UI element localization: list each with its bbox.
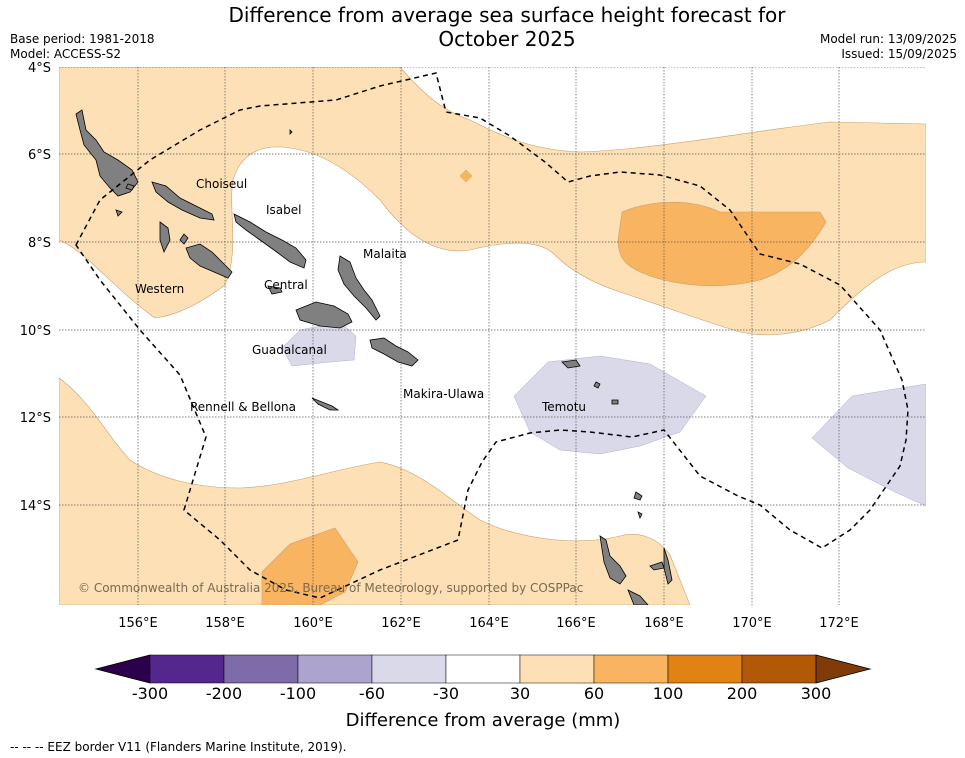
province-label-central: Central [264, 278, 308, 292]
lon-label: 172°E [819, 616, 859, 631]
island-vella-lavella [159, 221, 171, 254]
anomaly-region-north-light-orange [59, 67, 926, 336]
province-label-isabel: Isabel [266, 203, 301, 217]
colorbar-bin [741, 654, 817, 684]
colorbar-tick-label: -300 [132, 684, 168, 703]
province-label-choiseul: Choiseul [196, 177, 247, 191]
island-torres [637, 511, 643, 520]
colorbar-bin [297, 654, 373, 684]
anomaly-region-north-orange [617, 201, 827, 287]
island-ambae [649, 561, 665, 571]
province-label-western: Western [135, 282, 184, 296]
anomaly-region-south-orange [261, 527, 359, 605]
lon-label: 170°E [732, 616, 772, 631]
colorbar-tick-label: 200 [727, 684, 758, 703]
lat-label: 10°S [20, 324, 51, 339]
colorbar-bin [667, 654, 743, 684]
colorbar: -300 -200 -100 -60 -30 30 60 100 200 300… [94, 654, 872, 731]
province-label-guadalcanal: Guadalcanal [252, 343, 327, 357]
colorbar-ticks: -300 -200 -100 -60 -30 30 60 100 200 300 [132, 684, 831, 703]
lon-label: 158°E [205, 616, 245, 631]
island-gizo [179, 233, 189, 245]
province-label-temotu: Temotu [541, 400, 586, 414]
anomaly-region-south-light-orange [59, 377, 691, 605]
island-isabel [233, 213, 307, 269]
colorbar-tick-label: 30 [510, 684, 530, 703]
base-period-text: Base period: 1981-2018 [10, 32, 155, 46]
colorbar-tick-label: -30 [433, 684, 459, 703]
island-espiritu-santo [599, 535, 627, 585]
island-santa-cruz [561, 359, 581, 369]
colorbar-bin [223, 654, 299, 684]
lon-label: 166°E [556, 616, 596, 631]
province-label-rennell-bellona: Rennell & Bellona [190, 400, 296, 414]
lon-label: 156°E [118, 616, 158, 631]
island-guadalcanal [295, 301, 353, 329]
anomaly-spot-small-orange [459, 169, 473, 183]
colorbar-tick-label: -60 [359, 684, 385, 703]
lon-label: 162°E [381, 616, 421, 631]
colorbar-bin [593, 654, 669, 684]
island-maewo [663, 547, 673, 585]
island-makira [369, 337, 419, 367]
colorbar-bin [519, 654, 595, 684]
colorbar-extend-low [94, 654, 151, 684]
island-malaita [337, 255, 381, 321]
map-title-line-2: October 2025 [438, 27, 576, 51]
lon-label: 164°E [469, 616, 509, 631]
model-name-text: Model: ACCESS-S2 [10, 47, 122, 61]
eez-borders [75, 72, 909, 599]
colorbar-bin [445, 654, 521, 684]
island-treasury [115, 209, 123, 217]
island-utupua [593, 381, 601, 389]
latitude-labels: 4°S 6°S 8°S 10°S 12°S 14°S [20, 61, 51, 514]
province-label-malaita: Malaita [363, 247, 407, 261]
island-rennell [311, 397, 340, 411]
colorbar-extend-high [815, 654, 872, 684]
island-shortland [125, 183, 135, 191]
island-vanikoro [611, 399, 619, 405]
lon-label: 160°E [293, 616, 333, 631]
colorbar-tick-label: 300 [801, 684, 832, 703]
map-title: Difference from average sea surface heig… [157, 3, 857, 51]
eez-border-solomon-islands [75, 72, 909, 599]
eez-legend-footnote: -- -- -- EEZ border V11 (Flanders Marine… [10, 740, 347, 754]
colorbar-tick-label: 60 [584, 684, 604, 703]
colorbar-bin [371, 654, 447, 684]
map-title-line-1: Difference from average sea surface heig… [228, 3, 786, 27]
island-banks [633, 491, 643, 501]
lat-label: 12°S [20, 411, 51, 426]
island-new-georgia [185, 243, 233, 279]
colorbar-tick-label: 100 [653, 684, 684, 703]
colorbar-label: Difference from average (mm) [346, 710, 621, 731]
copyright-notice: © Commonwealth of Australia 2025, Bureau… [78, 581, 583, 595]
model-info: Base period: 1981-2018 Model: ACCESS-S2 [10, 32, 155, 62]
anomaly-region-lavender-east [811, 383, 926, 507]
island-malekula [627, 589, 649, 605]
island-choiseul [151, 181, 215, 221]
province-labels: Choiseul Isabel Malaita Western Central … [135, 177, 586, 414]
colorbar-bin [149, 654, 225, 684]
issued-date-text: Issued: 15/09/2025 [841, 47, 957, 61]
graticule [59, 67, 926, 605]
lat-label: 6°S [28, 148, 51, 163]
map-panel: Choiseul Isabel Malaita Western Central … [59, 67, 926, 605]
colorbar-tick-label: -100 [280, 684, 316, 703]
colorbar-tick-label: -200 [206, 684, 242, 703]
lat-label: 4°S [28, 61, 51, 76]
run-info: Model run: 13/09/2025 Issued: 15/09/2025 [820, 32, 957, 62]
islands [75, 109, 673, 605]
province-label-makira-ulawa: Makira-Ulawa [403, 387, 484, 401]
lat-label: 14°S [20, 499, 51, 514]
island-florida [267, 285, 283, 295]
longitude-labels: 156°E 158°E 160°E 162°E 164°E 166°E 168°… [118, 616, 859, 631]
model-run-text: Model run: 13/09/2025 [819, 32, 957, 46]
lat-label: 8°S [28, 236, 51, 251]
anomaly-region-lavender-guadalcanal [281, 321, 357, 367]
anomaly-region-lavender-temotu [513, 355, 707, 455]
lon-label: 168°E [644, 616, 684, 631]
island-ontong-java [289, 129, 293, 135]
island-bougainville [75, 109, 139, 197]
